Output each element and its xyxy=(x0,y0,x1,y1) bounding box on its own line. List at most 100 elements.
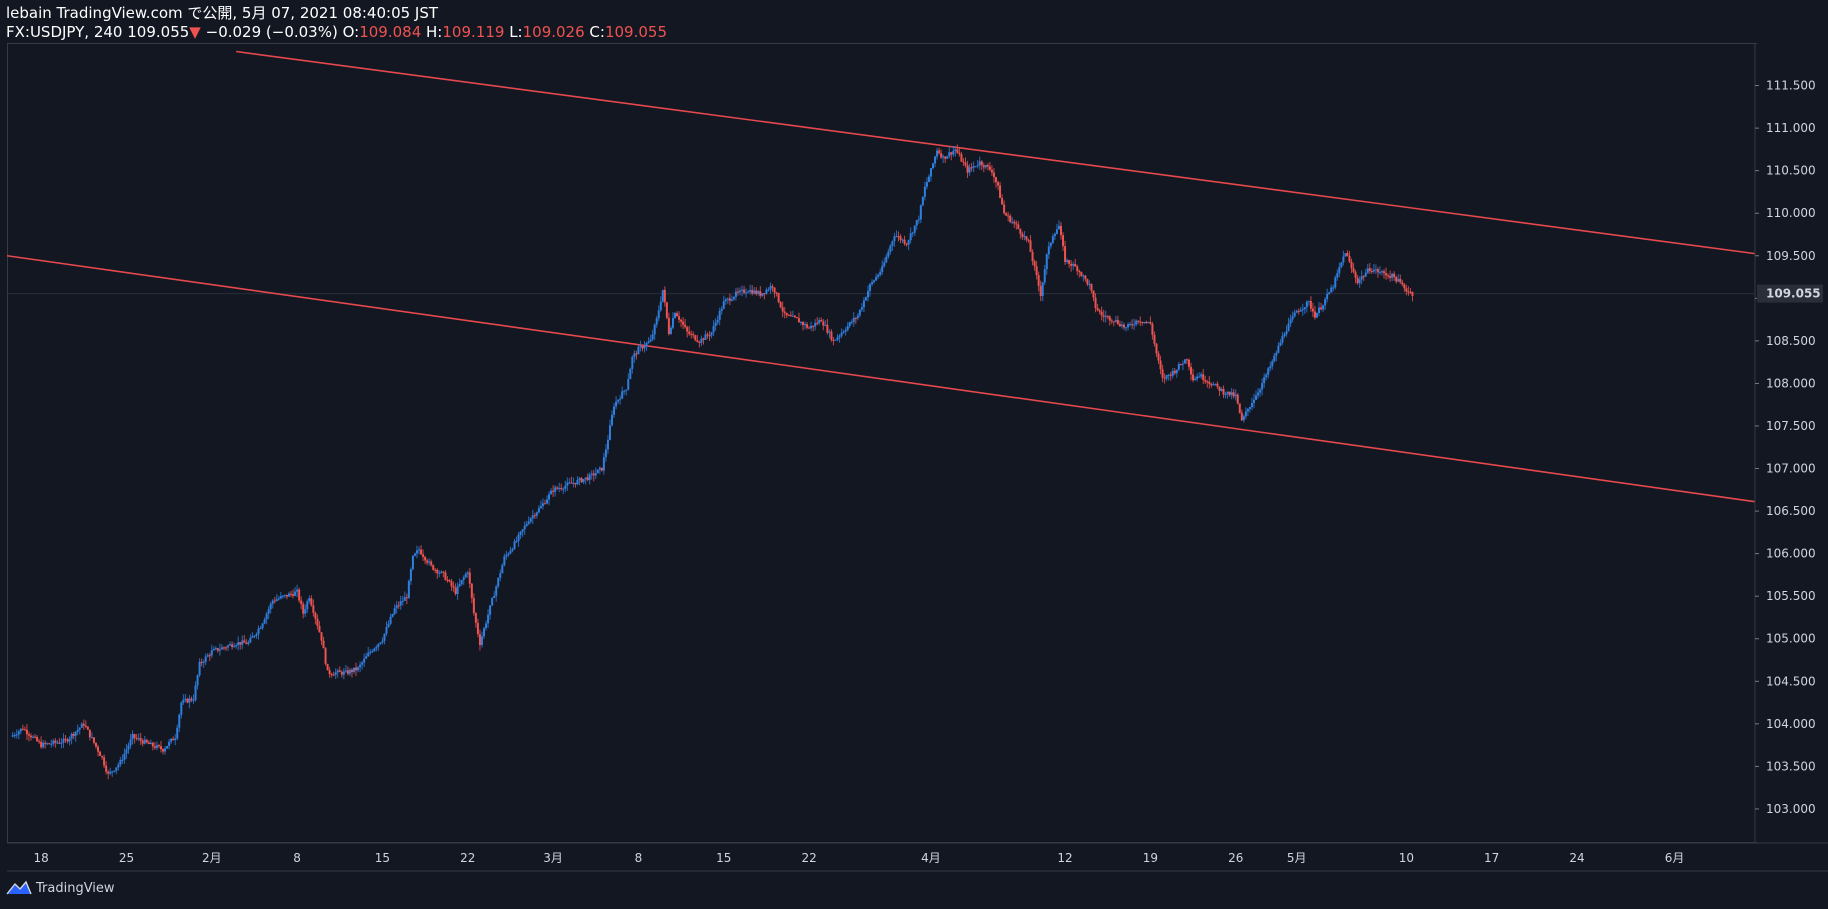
candle-body xyxy=(371,651,374,653)
candle-body xyxy=(273,600,276,602)
candle-body xyxy=(808,327,811,329)
candle-body xyxy=(783,311,786,313)
candle-body xyxy=(186,698,189,703)
candle-body xyxy=(574,482,577,485)
candle-body xyxy=(1133,324,1136,326)
price-tick-label: 109.500 xyxy=(1766,249,1816,263)
candle-body xyxy=(1015,223,1018,225)
candle-body xyxy=(164,748,167,752)
candle-body xyxy=(296,589,299,592)
candle-body xyxy=(1080,272,1083,276)
candle-body xyxy=(781,307,784,312)
candle-body xyxy=(21,728,24,730)
candle-body xyxy=(113,770,116,772)
time-axis[interactable]: 18 25 2月 8 15 22 3月 8 15 22 4月 12 19 26 5月 10 17 24 6月 xyxy=(7,842,1828,872)
candle-body xyxy=(1273,355,1276,362)
candle-body xyxy=(710,332,713,336)
candle-body xyxy=(678,316,681,320)
candle-body xyxy=(1226,391,1229,395)
candle-body xyxy=(992,172,995,178)
candle-body xyxy=(546,499,549,504)
candle-body xyxy=(645,343,648,347)
candle-body xyxy=(812,325,815,327)
low-label: L: xyxy=(509,23,523,41)
candle-body xyxy=(1135,320,1138,325)
candle-body xyxy=(1055,229,1058,234)
candle-body xyxy=(454,587,457,594)
candle-body xyxy=(990,169,993,173)
candle-body xyxy=(387,623,390,628)
candle-body xyxy=(944,156,947,159)
candle-body xyxy=(885,256,888,263)
candle-body xyxy=(1031,251,1034,262)
candle-body xyxy=(1141,321,1144,323)
candle-body xyxy=(495,586,498,596)
candle-body xyxy=(180,702,183,715)
candle-body xyxy=(1348,255,1351,262)
candle-body xyxy=(718,310,721,320)
candle-body xyxy=(873,280,876,282)
candle-body xyxy=(373,648,376,652)
candle-body xyxy=(375,646,378,649)
candle-body xyxy=(491,598,494,606)
candle-body xyxy=(627,379,630,390)
candle-body xyxy=(497,577,500,587)
tradingview-branding[interactable]: TradingView xyxy=(6,880,115,896)
candle-body xyxy=(40,741,43,748)
time-tick-label: 15 xyxy=(375,851,390,865)
candle-body xyxy=(891,241,894,246)
candle-body xyxy=(1173,370,1176,374)
candle-body xyxy=(1389,275,1392,278)
candle-body xyxy=(184,698,187,700)
candle-body xyxy=(661,289,664,302)
candle-body xyxy=(94,742,97,747)
candle-body xyxy=(862,300,865,308)
candle-body xyxy=(200,661,203,663)
candle-body xyxy=(858,309,861,316)
candle-body xyxy=(153,746,156,748)
candle-body xyxy=(1261,383,1264,390)
candle-body xyxy=(840,332,843,336)
candle-body xyxy=(838,335,841,338)
candle-body xyxy=(611,414,614,426)
price-tick-label: 110.500 xyxy=(1766,164,1816,178)
candle-body xyxy=(60,742,63,744)
open-value: 109.084 xyxy=(359,23,422,41)
candle-body xyxy=(580,478,583,483)
candle-body xyxy=(501,565,504,574)
candle-body xyxy=(700,338,703,343)
price-tick-label: 108.500 xyxy=(1766,334,1816,348)
candle-body xyxy=(204,656,207,662)
candle-body xyxy=(233,646,236,648)
candle-body xyxy=(1250,402,1253,408)
candle-body xyxy=(669,327,672,334)
candle-body xyxy=(166,745,169,749)
candle-body xyxy=(676,313,679,317)
candle-body xyxy=(78,727,81,730)
candle-body xyxy=(145,739,148,743)
candle-body xyxy=(1265,374,1268,378)
candle-body xyxy=(411,555,414,570)
candle-body xyxy=(706,334,709,336)
candle-body xyxy=(1029,240,1032,252)
candle-body xyxy=(836,337,839,340)
candle-body xyxy=(241,640,244,645)
candle-body xyxy=(539,506,542,509)
candle-body xyxy=(690,333,693,335)
last-price: 109.055 xyxy=(127,23,190,41)
candle-body xyxy=(1216,383,1219,387)
candle-body xyxy=(1352,268,1355,273)
candle-body xyxy=(342,671,345,675)
candle-body xyxy=(533,515,536,517)
candle-body xyxy=(80,723,83,728)
candle-body xyxy=(866,290,869,298)
candle-body xyxy=(438,572,441,574)
candle-body xyxy=(712,325,715,333)
candle-body xyxy=(543,503,546,505)
price-axis[interactable]: 111.500 111.000 110.500 110.000 109.500 109.0… xyxy=(1754,43,1823,843)
candle-body xyxy=(208,655,211,657)
candle-body xyxy=(747,291,750,293)
candle-body xyxy=(117,764,120,768)
candle-body xyxy=(464,573,467,578)
